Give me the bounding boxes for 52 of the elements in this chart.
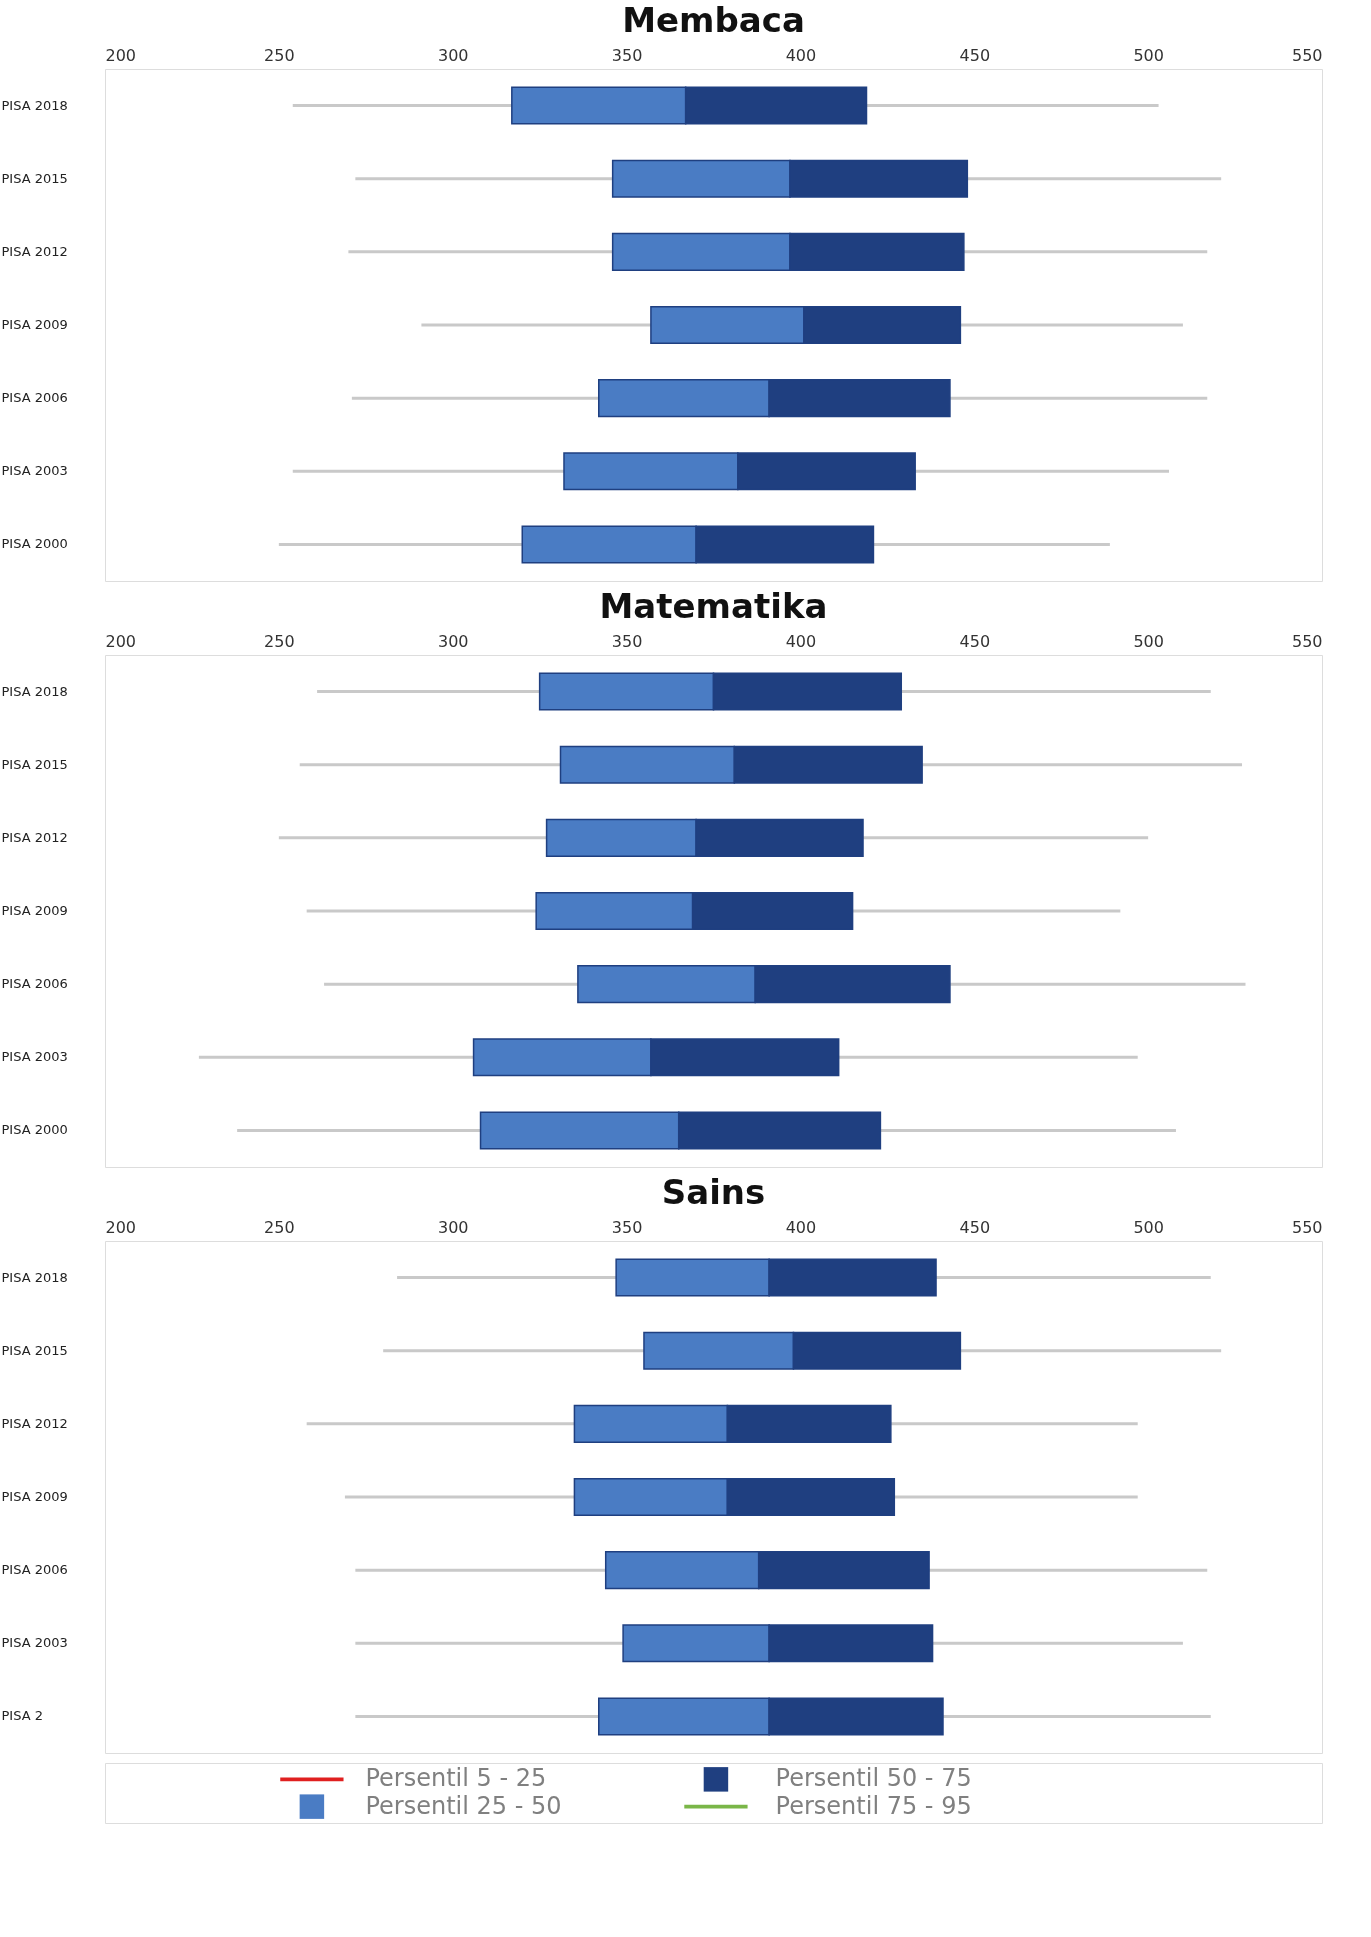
y-tick-label: PISA 2018	[1, 683, 68, 699]
y-tick-label: PISA 2015	[1, 1342, 68, 1358]
y-tick-label: PISA 2	[1, 1708, 43, 1724]
y-tick-label: PISA 2003	[1, 1635, 68, 1651]
y-tick-label: PISA 2003	[1, 463, 68, 479]
x-tick-label: 200	[105, 1217, 137, 1237]
x-tick-label: 450	[959, 1217, 991, 1237]
chart-title: Sains	[661, 1172, 766, 1212]
x-tick-label: 200	[105, 631, 137, 651]
y-tick-label: PISA 2015	[1, 756, 68, 772]
x-tick-label: 550	[1291, 631, 1323, 651]
y-tick-label: PISA 2006	[1, 976, 68, 992]
x-tick-label: 500	[1133, 631, 1164, 651]
x-tick-label: 300	[437, 1217, 469, 1237]
y-tick-label: PISA 2003	[1, 1049, 68, 1065]
x-tick-label: 250	[264, 1217, 295, 1237]
legend-label: Persentil 75 - 95	[775, 1791, 972, 1820]
legend-label: Persentil 25 - 50	[365, 1791, 562, 1820]
y-tick-label: PISA 2015	[1, 170, 68, 186]
y-tick-label: PISA 2006	[1, 1562, 68, 1578]
legend-label: Persentil 50 - 75	[775, 1764, 972, 1793]
y-tick-label: PISA 2018	[1, 97, 68, 113]
x-tick-label: 250	[264, 45, 295, 65]
x-tick-label: 300	[437, 45, 469, 65]
x-tick-label: 450	[959, 631, 991, 651]
y-tick-label: PISA 2009	[1, 1489, 68, 1504]
x-tick-label: 350	[611, 1217, 643, 1237]
legend-label: Persentil 5 - 25	[365, 1764, 547, 1793]
chart-title: Matematika	[599, 586, 828, 626]
x-tick-label: 400	[785, 1217, 817, 1237]
x-tick-label: 500	[1133, 1217, 1164, 1237]
x-tick-label: 300	[437, 631, 469, 651]
x-tick-label: 400	[785, 631, 817, 651]
x-tick-label: 400	[785, 45, 817, 65]
y-tick-label: PISA 2012	[1, 829, 68, 845]
x-tick-label: 250	[264, 631, 295, 651]
y-tick-label: PISA 2009	[1, 317, 68, 332]
x-tick-label: 350	[611, 45, 643, 65]
x-tick-label: 550	[1291, 45, 1323, 65]
y-tick-label: PISA 2012	[1, 1415, 68, 1431]
chart-title: Membaca	[622, 0, 805, 40]
y-tick-label: PISA 2006	[1, 390, 68, 406]
x-tick-label: 200	[105, 45, 137, 65]
y-tick-label: PISA 2018	[1, 1269, 68, 1285]
x-tick-label: 550	[1291, 1217, 1323, 1237]
x-tick-label: 350	[611, 631, 643, 651]
y-tick-label: PISA 2009	[1, 903, 68, 918]
y-tick-label: PISA 2000	[1, 536, 68, 552]
x-tick-label: 450	[959, 45, 991, 65]
y-tick-label: PISA 2000	[1, 1122, 68, 1138]
y-tick-label: PISA 2012	[1, 243, 68, 259]
x-tick-label: 500	[1133, 45, 1164, 65]
